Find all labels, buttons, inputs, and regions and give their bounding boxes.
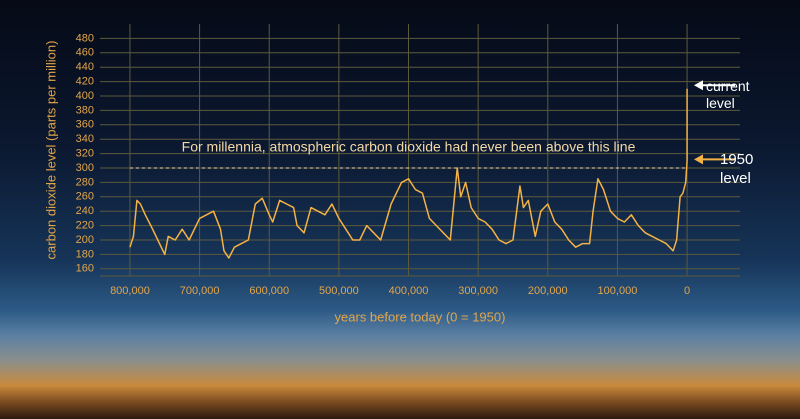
- y-tick-label: 240: [76, 205, 94, 217]
- x-tick-label: 100,000: [598, 285, 638, 297]
- x-axis-title: years before today (0 = 1950): [335, 309, 506, 324]
- data-line: [129, 88, 688, 259]
- annotation-label: 1950 level: [720, 151, 754, 188]
- x-tick-label: 800,000: [110, 285, 150, 297]
- x-tick-label: 600,000: [249, 285, 289, 297]
- y-axis-title: carbon dioxide level (parts per million): [43, 41, 58, 260]
- y-tick-label: 420: [76, 76, 94, 88]
- x-tick-label: 300,000: [458, 285, 498, 297]
- y-tick-label: 280: [76, 176, 94, 188]
- x-tick-label: 200,000: [528, 285, 568, 297]
- x-tick-label: 700,000: [180, 285, 220, 297]
- annotation-label: current level: [706, 78, 750, 112]
- y-tick-label: 360: [76, 119, 94, 131]
- y-tick-label: 440: [76, 61, 94, 73]
- y-tick-label: 320: [76, 148, 94, 160]
- x-tick-label: 500,000: [319, 285, 359, 297]
- y-tick-label: 400: [76, 90, 94, 102]
- y-tick-label: 340: [76, 133, 94, 145]
- y-tick-label: 260: [76, 191, 94, 203]
- y-tick-label: 460: [76, 47, 94, 59]
- y-tick-label: 380: [76, 104, 94, 116]
- y-tick-label: 220: [76, 220, 94, 232]
- y-tick-label: 160: [76, 263, 94, 275]
- annotation-arrowhead: [694, 154, 703, 165]
- x-tick-label: 0: [684, 285, 690, 297]
- y-tick-label: 300: [76, 162, 94, 174]
- x-tick-label: 400,000: [389, 285, 429, 297]
- y-tick-label: 480: [76, 32, 94, 44]
- y-tick-label: 180: [76, 248, 94, 260]
- reference-label: For millennia, atmospheric carbon dioxid…: [182, 139, 636, 155]
- annotation-arrowhead: [694, 80, 703, 91]
- y-tick-label: 200: [76, 234, 94, 246]
